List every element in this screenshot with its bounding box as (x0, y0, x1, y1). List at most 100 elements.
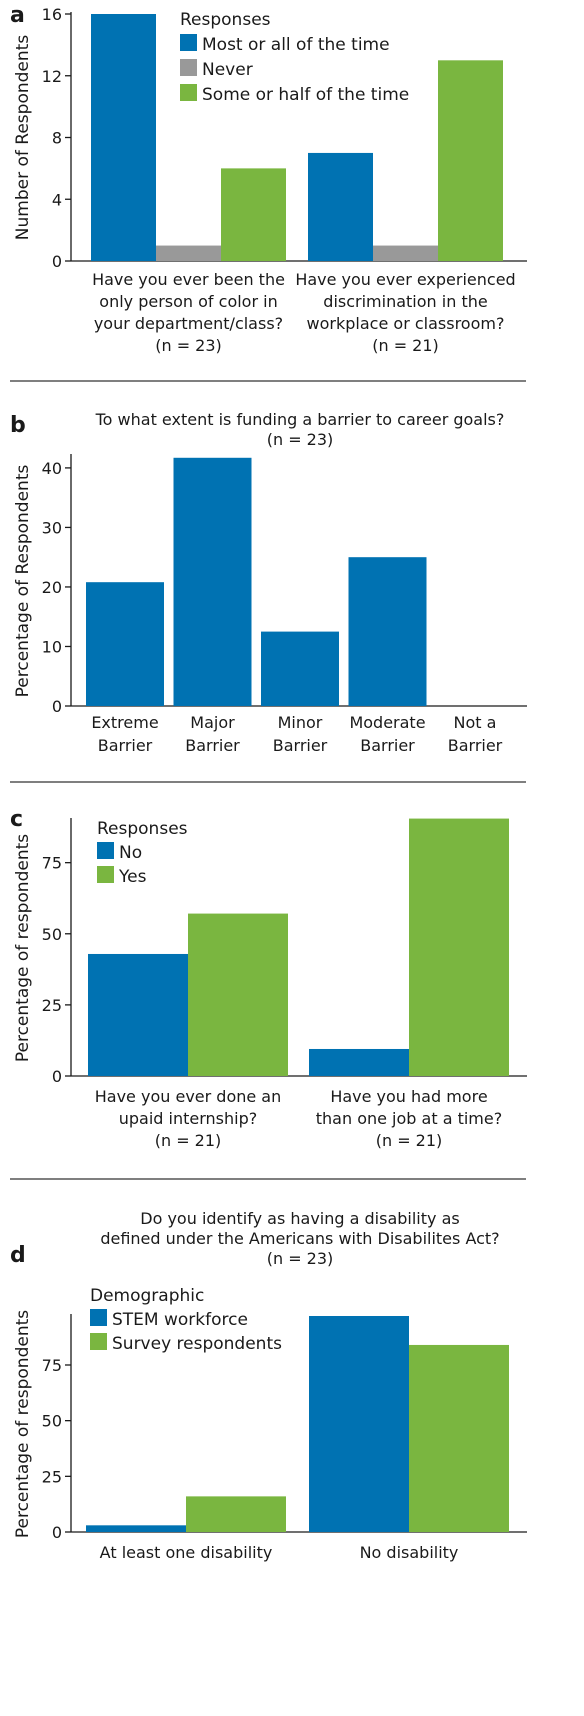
y-axis-label: Percentage of respondents (13, 1310, 33, 1538)
legend: Responses No Yes (97, 819, 188, 887)
bar (88, 953, 188, 1076)
bar (86, 582, 164, 706)
y-axis-label: Percentage of respondents (13, 834, 33, 1062)
y-tick-label: 0 (52, 1067, 62, 1086)
x-category-label: Major (190, 713, 235, 732)
legend-swatch (90, 1309, 107, 1326)
x-category-label: No disability (360, 1543, 459, 1562)
bar (373, 245, 438, 261)
x-category-label: Moderate (349, 713, 425, 732)
bar (221, 168, 286, 261)
bar (308, 152, 373, 261)
legend-entry: STEM workforce (112, 1310, 248, 1330)
x-category-label: Have you had more (330, 1087, 487, 1106)
legend: Demographic STEM workforce Survey responde… (90, 1286, 282, 1354)
x-category-label: (n = 21) (376, 1131, 443, 1150)
legend-entry: Yes (118, 867, 147, 887)
y-tick-label: 75 (42, 854, 62, 873)
y-tick-label: 25 (42, 996, 62, 1015)
panel-a: a 0 4 8 12 16 Number of Respondents Have you ev… (10, 3, 527, 355)
x-category-label: (n = 21) (155, 1131, 222, 1150)
x-category-label: Barrier (98, 736, 153, 755)
y-tick-label: 0 (52, 697, 62, 716)
y-tick-label: 16 (42, 5, 62, 24)
bar (86, 1525, 186, 1532)
chart-title: To what extent is funding a barrier to c… (95, 410, 505, 429)
bar (156, 245, 221, 261)
panel-label: d (10, 1243, 26, 1268)
y-tick-label: 25 (42, 1467, 62, 1486)
x-category-label: only person of color in (99, 292, 277, 311)
chart-title: defined under the Americans with Disabil… (100, 1229, 499, 1248)
panel-c: c 0 25 50 75 Percentage of respondents Have yo… (10, 807, 527, 1150)
chart-title: (n = 23) (267, 430, 334, 449)
chart-title: Do you identify as having a disability a… (140, 1209, 459, 1228)
bar (188, 913, 288, 1076)
y-tick-label: 10 (42, 637, 62, 656)
bar (91, 14, 156, 261)
x-category-label: Have you ever been the (92, 270, 285, 289)
legend-entry: No (119, 843, 142, 863)
y-tick-label: 8 (52, 129, 62, 148)
legend-entry: Never (202, 60, 253, 80)
panel-label: b (10, 413, 26, 438)
x-category-label: upaid internship? (119, 1109, 258, 1128)
legend-entry: Most or all of the time (202, 35, 390, 55)
bar (348, 557, 427, 706)
x-category-label: Minor (278, 713, 323, 732)
x-category-label: Have you ever done an (95, 1087, 282, 1106)
panel-label: a (10, 3, 25, 28)
y-tick-label: 0 (52, 252, 62, 271)
x-category-label: Barrier (185, 736, 240, 755)
legend-swatch (180, 34, 197, 51)
bar (261, 631, 339, 706)
x-category-label: Barrier (360, 736, 415, 755)
y-tick-label: 12 (42, 67, 62, 86)
bar (173, 457, 252, 706)
y-axis-label: Number of Respondents (13, 35, 33, 241)
x-category-label: discrimination in the (323, 292, 487, 311)
x-category-label: At least one disability (100, 1543, 273, 1562)
legend-swatch (90, 1333, 107, 1350)
bar (309, 1316, 409, 1532)
x-category-label: Not a (454, 713, 497, 732)
y-axis-label: Percentage of Respondents (13, 465, 33, 698)
bar (438, 60, 503, 261)
bar (309, 1048, 409, 1076)
legend-swatch (97, 866, 114, 883)
legend-swatch (180, 59, 197, 76)
x-category-label: Extreme (91, 713, 158, 732)
legend-swatch (97, 842, 114, 859)
legend-entry: Survey respondents (112, 1334, 282, 1354)
x-category-label: (n = 23) (155, 336, 222, 355)
legend-entry: Some or half of the time (202, 85, 409, 105)
legend-title: Responses (97, 819, 188, 839)
chart-title: (n = 23) (267, 1249, 334, 1268)
y-tick-label: 75 (42, 1356, 62, 1375)
x-category-label: Have you ever experienced (295, 270, 515, 289)
x-category-label: workplace or classroom? (307, 314, 505, 333)
legend-title: Demographic (90, 1286, 204, 1306)
panel-b: b To what extent is funding a barrier to … (10, 410, 527, 755)
bar (409, 818, 509, 1076)
bar (409, 1344, 509, 1532)
x-category-label: Barrier (448, 736, 503, 755)
x-category-label: Barrier (273, 736, 328, 755)
x-category-label: (n = 21) (372, 336, 439, 355)
panel-d: d Do you identify as having a disability … (10, 1209, 527, 1562)
y-tick-label: 40 (42, 459, 62, 478)
y-tick-label: 30 (42, 518, 62, 537)
bar (186, 1496, 286, 1532)
legend: Responses Most or all of the time Never Som… (180, 10, 409, 105)
y-tick-label: 4 (52, 190, 62, 209)
legend-title: Responses (180, 10, 271, 30)
y-tick-label: 50 (42, 925, 62, 944)
y-tick-label: 0 (52, 1523, 62, 1542)
y-tick-label: 50 (42, 1412, 62, 1431)
y-tick-label: 20 (42, 578, 62, 597)
legend-swatch (180, 84, 197, 101)
x-category-label: than one job at a time? (316, 1109, 502, 1128)
x-category-label: your department/class? (94, 314, 283, 333)
panel-label: c (10, 807, 23, 832)
